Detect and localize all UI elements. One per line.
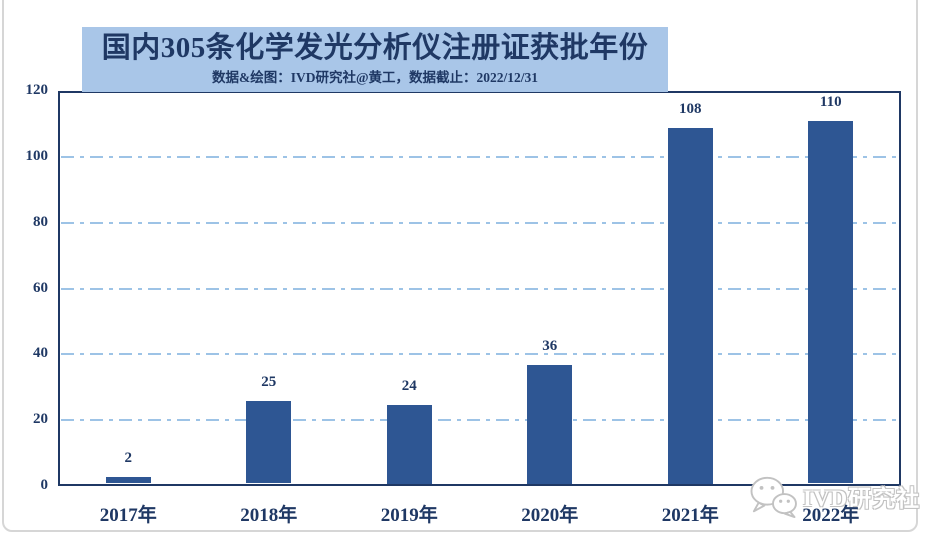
x-axis-label: 2021年	[661, 505, 719, 526]
x-axis-label: 2018年	[240, 505, 298, 526]
bar	[527, 365, 573, 484]
bar	[386, 404, 432, 484]
watermark: IVD研究社	[748, 474, 920, 518]
bar	[105, 476, 151, 484]
bar-value-label: 36	[542, 338, 558, 354]
bar	[808, 121, 854, 484]
y-axis-label: 40	[33, 345, 48, 362]
watermark-text: IVD研究社	[803, 486, 921, 511]
wechat-icon	[748, 474, 798, 518]
bar	[667, 128, 713, 484]
bar-value-label: 108	[679, 101, 702, 117]
gridline	[61, 221, 898, 224]
bar-value-label: 24	[401, 377, 417, 394]
x-axis-label: 2020年	[521, 505, 579, 526]
y-axis-label: 120	[25, 82, 49, 98]
bar	[246, 401, 292, 484]
gridline	[61, 155, 898, 158]
bar-value-label: 2	[124, 449, 133, 466]
bar-value-label: 25	[261, 374, 277, 391]
plot-area	[58, 91, 901, 486]
gridline	[61, 353, 898, 356]
bar-value-label: 110	[819, 94, 842, 111]
y-axis-label: 60	[33, 279, 48, 296]
x-axis-label: 2022年	[802, 505, 860, 526]
x-axis-label: 2017年	[99, 505, 157, 526]
y-axis-label: 80	[33, 213, 48, 230]
y-axis-label: 20	[33, 411, 48, 428]
gridline	[61, 287, 898, 290]
title-banner: 国内305条化学发光分析仪注册证获批年份 数据&绘图：IVD研究社@黄工，数据截…	[82, 27, 668, 92]
x-axis-label: 2019年	[380, 505, 438, 526]
y-axis-label: 100	[25, 147, 49, 164]
y-axis-label: 0	[40, 477, 49, 493]
chart-subtitle: 数据&绘图：IVD研究社@黄工，数据截止：2022/12/31	[211, 70, 539, 86]
chart-title: 国内305条化学发光分析仪注册证获批年份	[101, 31, 649, 64]
gridline	[61, 419, 898, 422]
